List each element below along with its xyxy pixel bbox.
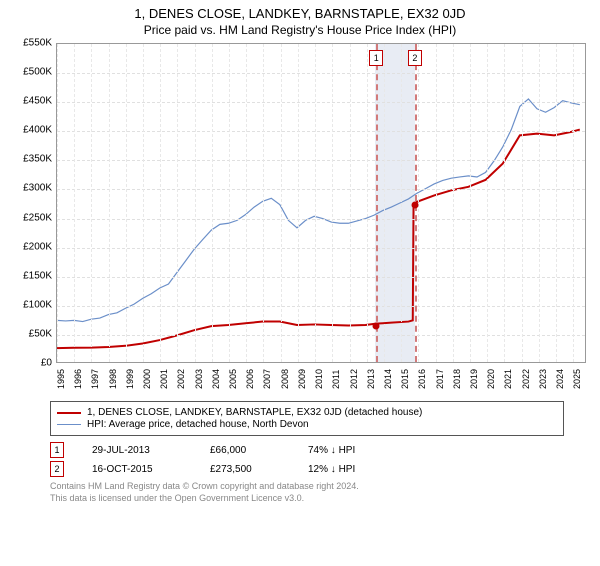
x-tick-label: 1995 xyxy=(56,369,66,389)
x-axis: 1995 1996 1997 1998 1999 2000 2001 2002 2003 2004… xyxy=(56,363,586,393)
footer-attribution: Contains HM Land Registry data © Crown c… xyxy=(50,481,590,504)
y-tick-label: £450K xyxy=(23,96,52,107)
chart-title: 1, DENES CLOSE, LANDKEY, BARNSTAPLE, EX3… xyxy=(0,6,600,21)
x-tick-label: 2010 xyxy=(314,369,324,389)
transaction-table: 1 29-JUL-2013 £66,000 74% ↓ HPI 2 16-OCT-2015… xyxy=(50,442,590,477)
x-tick-label: 2008 xyxy=(280,369,290,389)
transaction-date: 29-JUL-2013 xyxy=(92,445,182,456)
y-tick-label: £250K xyxy=(23,212,52,223)
x-tick-label: 2006 xyxy=(245,369,255,389)
transaction-row: 1 29-JUL-2013 £66,000 74% ↓ HPI xyxy=(50,442,590,458)
x-tick-label: 2016 xyxy=(417,369,427,389)
x-tick-label: 2009 xyxy=(297,369,307,389)
x-tick-label: 2022 xyxy=(521,369,531,389)
y-axis: £0 £50K £100K £150K £200K £250K £300K £350K £400… xyxy=(10,43,56,393)
x-tick-label: 2017 xyxy=(435,369,445,389)
plot-area: 12 xyxy=(56,43,586,363)
y-tick-label: £300K xyxy=(23,183,52,194)
x-tick-label: 1997 xyxy=(90,369,100,389)
y-tick-label: £100K xyxy=(23,299,52,310)
x-tick-label: 2004 xyxy=(211,369,221,389)
y-tick-label: £500K xyxy=(23,67,52,78)
transaction-price: £273,500 xyxy=(210,464,280,475)
footer-line-2: This data is licensed under the Open Gov… xyxy=(50,493,590,505)
transaction-vs-hpi: 12% ↓ HPI xyxy=(308,464,355,475)
legend-label: 1, DENES CLOSE, LANDKEY, BARNSTAPLE, EX3… xyxy=(87,407,422,418)
data-point-dot xyxy=(373,322,380,329)
x-tick-label: 2015 xyxy=(400,369,410,389)
x-tick-label: 2018 xyxy=(452,369,462,389)
x-tick-label: 2011 xyxy=(331,370,341,389)
legend-swatch xyxy=(57,424,81,425)
y-tick-label: £50K xyxy=(29,328,52,339)
series-price_paid xyxy=(57,130,580,349)
y-tick-label: £150K xyxy=(23,270,52,281)
x-tick-label: 2001 xyxy=(159,369,169,389)
x-tick-label: 2023 xyxy=(538,369,548,389)
x-tick-label: 2003 xyxy=(194,369,204,389)
x-tick-label: 2014 xyxy=(383,369,393,389)
data-point-dot xyxy=(411,201,418,208)
transaction-price: £66,000 xyxy=(210,445,280,456)
transaction-marker-box: 1 xyxy=(50,442,64,458)
marker-line-1 xyxy=(376,44,378,362)
y-tick-label: £200K xyxy=(23,241,52,252)
x-tick-label: 2021 xyxy=(503,369,513,389)
x-tick-label: 2012 xyxy=(349,369,359,389)
x-tick-label: 1999 xyxy=(125,369,135,389)
x-tick-label: 2002 xyxy=(176,369,186,389)
marker-label-1: 1 xyxy=(369,50,383,66)
transaction-marker-box: 2 xyxy=(50,461,64,477)
transaction-date: 16-OCT-2015 xyxy=(92,464,182,475)
legend-item: 1, DENES CLOSE, LANDKEY, BARNSTAPLE, EX3… xyxy=(57,407,557,418)
chart-area: £0 £50K £100K £150K £200K £250K £300K £350K £400… xyxy=(10,43,590,393)
x-tick-label: 2007 xyxy=(262,369,272,389)
marker-label-2: 2 xyxy=(408,50,422,66)
y-tick-label: £550K xyxy=(23,38,52,49)
y-tick-label: £350K xyxy=(23,154,52,165)
x-tick-label: 1998 xyxy=(108,369,118,389)
x-tick-label: 2024 xyxy=(555,369,565,389)
x-tick-label: 2013 xyxy=(366,369,376,389)
series-hpi xyxy=(57,99,580,322)
transaction-vs-hpi: 74% ↓ HPI xyxy=(308,445,355,456)
legend: 1, DENES CLOSE, LANDKEY, BARNSTAPLE, EX3… xyxy=(50,401,564,436)
footer-line-1: Contains HM Land Registry data © Crown c… xyxy=(50,481,590,493)
legend-item: HPI: Average price, detached house, Nort… xyxy=(57,419,557,430)
x-tick-label: 2019 xyxy=(469,369,479,389)
x-tick-label: 2005 xyxy=(228,369,238,389)
y-tick-label: £400K xyxy=(23,125,52,136)
legend-label: HPI: Average price, detached house, Nort… xyxy=(87,419,309,430)
x-tick-label: 2000 xyxy=(142,369,152,389)
chart-subtitle: Price paid vs. HM Land Registry's House … xyxy=(0,23,600,37)
x-tick-label: 2025 xyxy=(572,369,582,389)
x-tick-label: 1996 xyxy=(73,369,83,389)
legend-swatch xyxy=(57,412,81,414)
y-tick-label: £0 xyxy=(41,358,52,369)
x-tick-label: 2020 xyxy=(486,369,496,389)
transaction-row: 2 16-OCT-2015 £273,500 12% ↓ HPI xyxy=(50,461,590,477)
